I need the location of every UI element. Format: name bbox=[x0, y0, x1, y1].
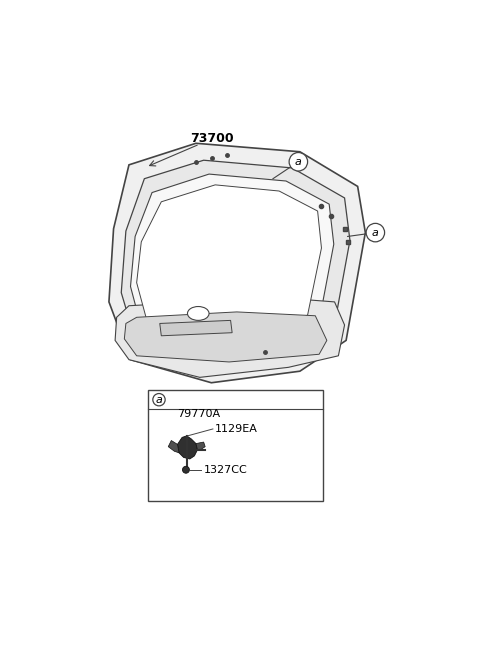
Polygon shape bbox=[121, 160, 350, 369]
Polygon shape bbox=[196, 442, 205, 450]
Polygon shape bbox=[124, 312, 327, 362]
Text: a: a bbox=[156, 395, 162, 405]
Polygon shape bbox=[168, 441, 179, 453]
Text: a: a bbox=[295, 157, 302, 167]
Polygon shape bbox=[160, 320, 232, 336]
Polygon shape bbox=[137, 185, 322, 346]
Text: 1129EA: 1129EA bbox=[215, 424, 258, 434]
Bar bbox=[148, 390, 323, 500]
Text: 1327CC: 1327CC bbox=[204, 465, 247, 475]
Polygon shape bbox=[109, 143, 365, 383]
Ellipse shape bbox=[188, 307, 209, 320]
Polygon shape bbox=[178, 436, 197, 459]
Polygon shape bbox=[115, 298, 345, 377]
Circle shape bbox=[366, 223, 384, 242]
Text: 73700: 73700 bbox=[190, 132, 234, 145]
Circle shape bbox=[153, 394, 165, 406]
Polygon shape bbox=[131, 174, 334, 356]
Text: 79770A: 79770A bbox=[177, 409, 220, 419]
Circle shape bbox=[182, 466, 190, 473]
Text: a: a bbox=[372, 227, 379, 238]
Circle shape bbox=[289, 153, 308, 171]
